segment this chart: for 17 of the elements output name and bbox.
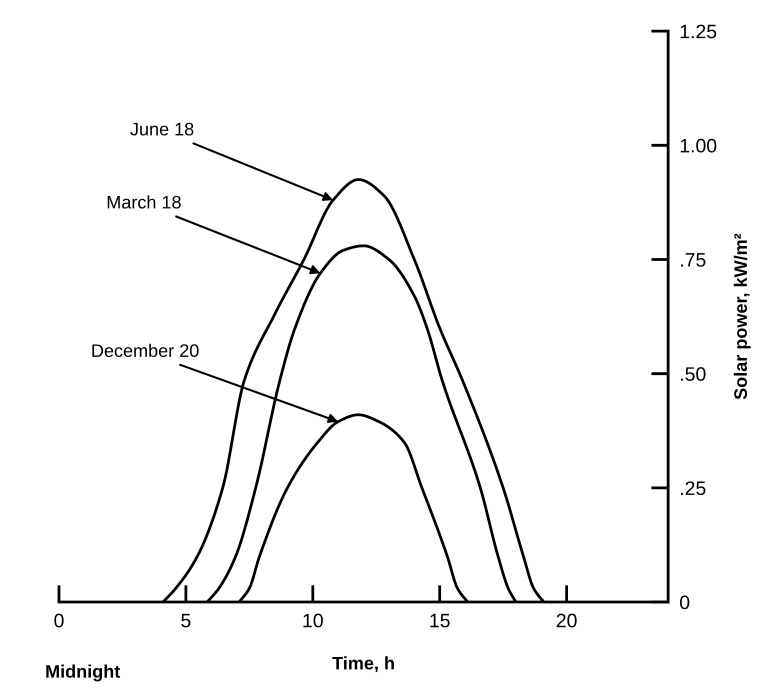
x-tick-label: 5: [181, 614, 190, 628]
x-tick-label: 10: [303, 614, 323, 628]
text: Midnight: [46, 664, 120, 682]
y-tick-label: .25: [681, 481, 706, 496]
y-tick-label: .50: [681, 367, 706, 381]
y-tick-label: 1.00: [680, 138, 716, 153]
y-tick-label: 1.25: [680, 24, 716, 38]
y-axis-title: Solar power, kW/m²: [734, 234, 751, 400]
x-tick-label: 20: [556, 614, 577, 628]
y-tick-label: .75: [681, 253, 706, 267]
annotation: March 18: [108, 195, 181, 209]
annotation: June 18: [130, 122, 194, 136]
annotation: December 20: [92, 344, 199, 358]
x-tick-label: 15: [430, 614, 450, 628]
x-axis-title: Time, h: [332, 656, 394, 672]
x-tick-label: 0: [54, 614, 64, 628]
y-tick-label: 0: [680, 596, 690, 610]
